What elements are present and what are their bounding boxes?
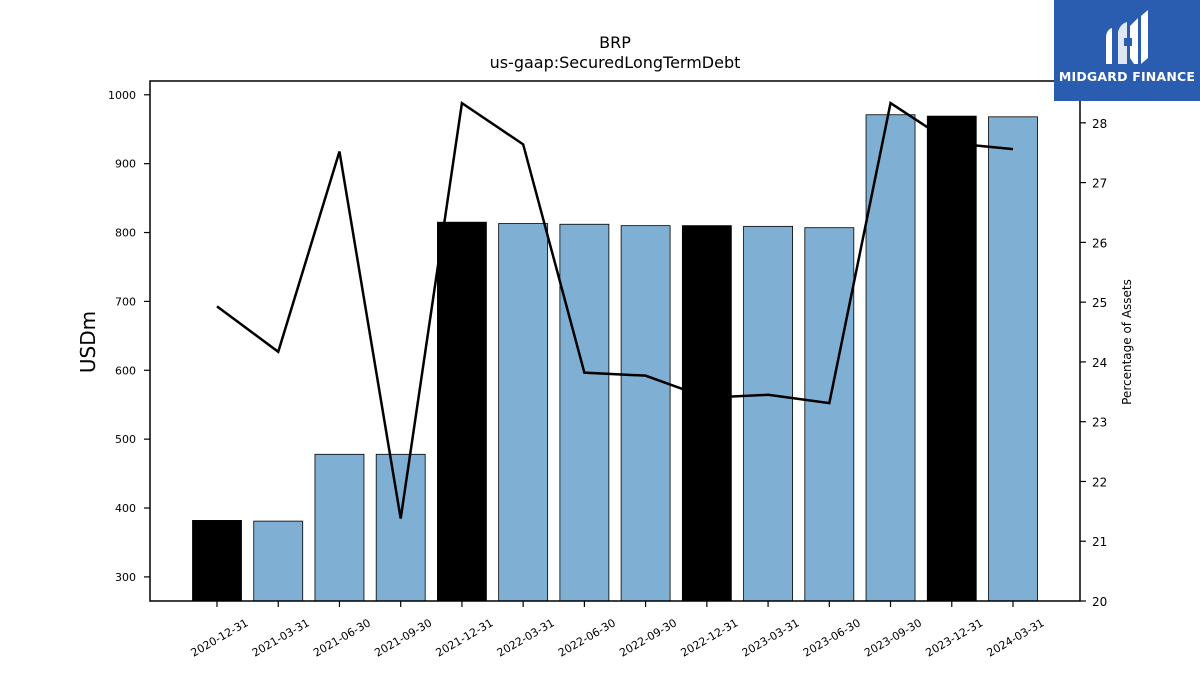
- x-tick-label: 2023-09-30: [862, 616, 924, 659]
- x-tick-label: 2022-06-30: [556, 616, 618, 659]
- y-tick-label: 1000: [108, 89, 136, 102]
- x-tick-label: 2024-03-31: [985, 616, 1047, 659]
- bar: [375, 453, 426, 602]
- y2-tick-label: 23: [1092, 416, 1107, 430]
- plot-frame: [149, 80, 1081, 602]
- y-tick-label: 600: [115, 364, 136, 377]
- y2-tick-label: 22: [1092, 475, 1107, 489]
- y2-tick-label: 26: [1092, 236, 1107, 250]
- y-tick-label: 300: [115, 571, 136, 584]
- bar: [314, 453, 365, 602]
- y-tick-label: 900: [115, 158, 136, 171]
- bar: [620, 225, 671, 602]
- bar: [804, 227, 855, 602]
- y-tick-label: 800: [115, 227, 136, 240]
- bar: [743, 225, 793, 602]
- line-group: [216, 100, 1014, 519]
- x-tick-label: 2021-12-31: [434, 616, 496, 659]
- y2-axis-label: Percentage of Assets: [1120, 279, 1134, 405]
- x-tick-label: 2021-09-30: [372, 616, 434, 659]
- y-axis-label: USDm: [76, 311, 100, 373]
- bar: [681, 225, 732, 602]
- x-tick-label: 2022-09-30: [617, 616, 679, 659]
- y-tick-label: 700: [115, 295, 136, 308]
- bar-group: [192, 114, 1038, 602]
- x-tick-label: 2022-12-31: [678, 616, 740, 659]
- x-tick-label: 2020-12-31: [189, 616, 251, 659]
- y2-tick-label: 21: [1092, 535, 1107, 549]
- chart-title: BRP: [599, 33, 631, 52]
- x-tick-label: 2023-12-31: [923, 616, 985, 659]
- x-tick-label: 2022-03-31: [495, 616, 557, 659]
- bar: [988, 116, 1038, 602]
- y2-tick-label: 28: [1092, 117, 1107, 131]
- x-tick-label: 2021-03-31: [250, 616, 312, 659]
- x-tick-label: 2023-03-31: [740, 616, 802, 659]
- bar: [559, 223, 610, 602]
- y2-tick-label: 24: [1092, 356, 1107, 370]
- x-tick-label: 2023-06-30: [801, 616, 863, 659]
- bar: [865, 114, 916, 602]
- bar: [192, 520, 242, 602]
- y-tick-label: 500: [115, 433, 136, 446]
- bar: [437, 221, 487, 602]
- x-tick-label: 2021-06-30: [311, 616, 373, 659]
- bar: [498, 223, 549, 602]
- brand-name: MIDGARD FINANCE: [1058, 69, 1196, 84]
- bar: [253, 520, 304, 602]
- y2-tick-label: 25: [1092, 296, 1107, 310]
- y2-tick-label: 27: [1092, 177, 1107, 191]
- chart-subtitle: us-gaap:SecuredLongTermDebt: [490, 53, 741, 72]
- y2-tick-label: 20: [1092, 595, 1107, 609]
- series-line: [216, 100, 1014, 519]
- bar: [926, 115, 977, 602]
- y-tick-label: 400: [115, 502, 136, 515]
- midgard-m-logo-icon: [1106, 10, 1148, 64]
- brand-logo: MIDGARD FINANCE: [1054, 0, 1200, 101]
